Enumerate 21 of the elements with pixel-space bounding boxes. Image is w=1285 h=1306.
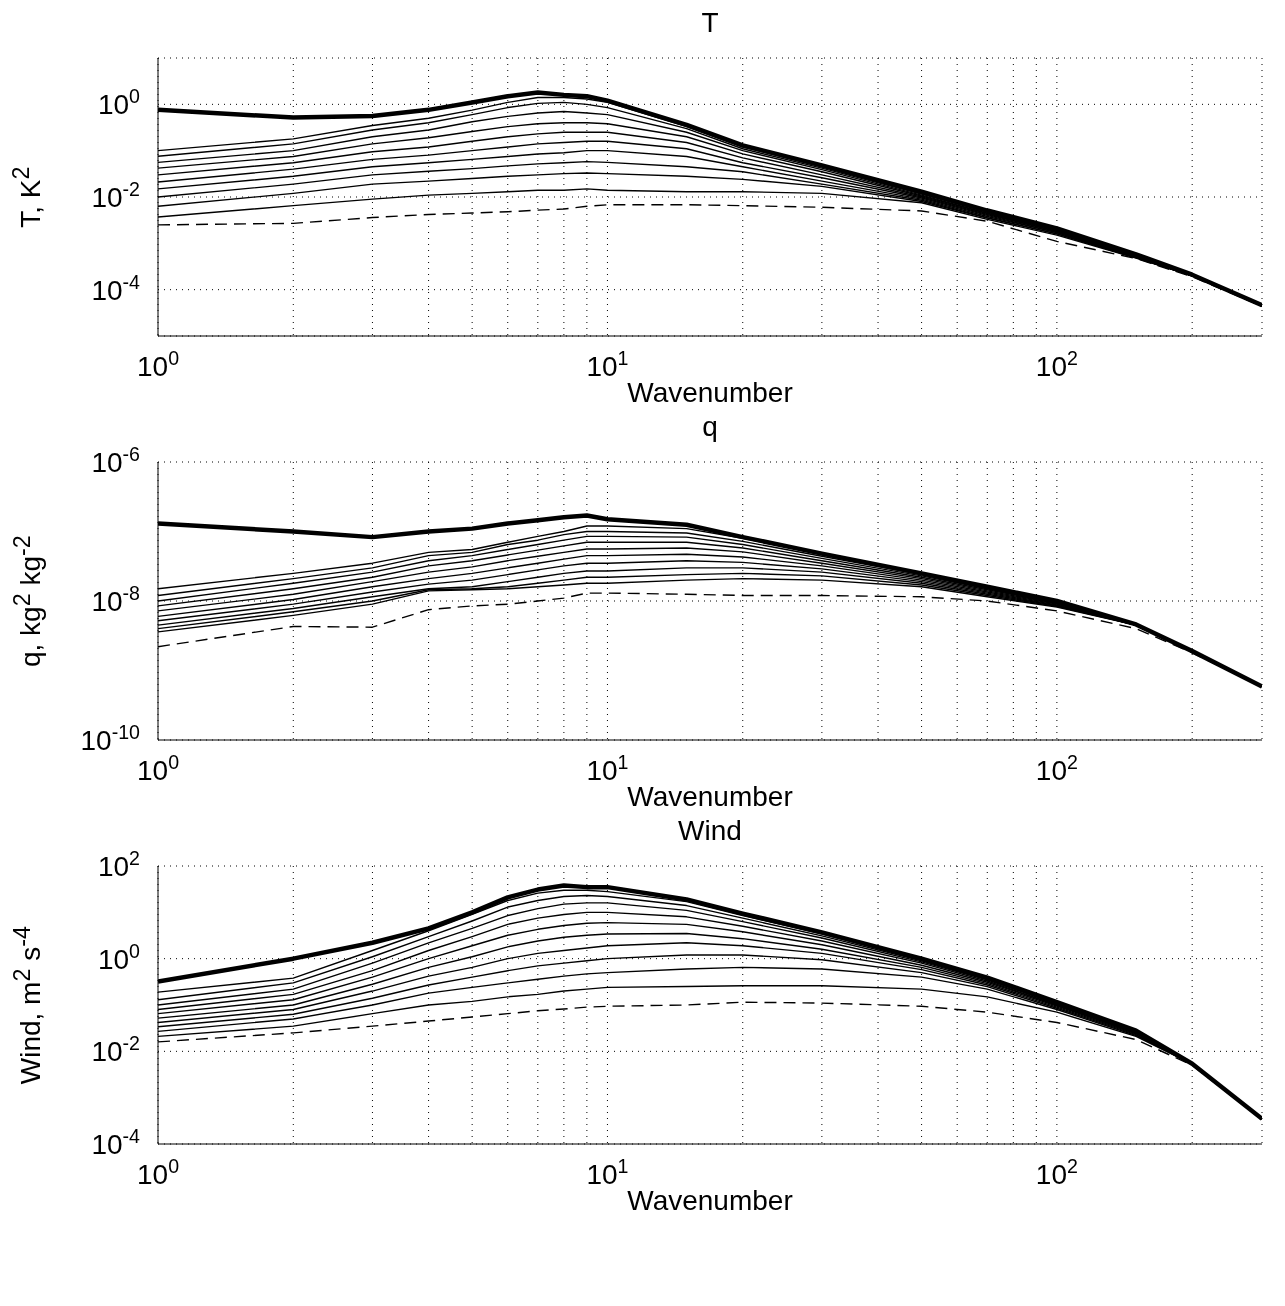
chart-title: T [700, 7, 720, 38]
x-tick-label: 10$^{2}$ [1035, 347, 1078, 382]
x-axis-title: Wavenumber [627, 377, 793, 408]
x-tick-label: 10$^{1}$ [586, 1155, 629, 1190]
x-tick-label: 10$^{1}$ [586, 347, 629, 382]
y-tick-label: 10$^{2}$ [97, 847, 140, 882]
chart-title: q [701, 411, 719, 442]
y-tick-label: 10$^{-6}$ [91, 443, 141, 478]
x-tick-label: 10$^{1}$ [586, 751, 629, 786]
y-tick-label: 10$^{0}$ [97, 939, 141, 975]
x-axis-title: Wavenumber [627, 781, 793, 812]
y-tick-label: 10$^{-8}$ [91, 582, 141, 617]
chart-title: Wind [677, 815, 743, 846]
y-tick-label: 10$^{-4}$ [91, 270, 141, 306]
x-tick-label: 10$^{2}$ [1035, 1155, 1078, 1190]
x-tick-label: 10$^{0}$ [136, 347, 180, 382]
y-tick-label: 10$^{0}$ [97, 85, 141, 121]
x-axis-title: Wavenumber [627, 1185, 793, 1216]
x-tick-label: 10$^{2}$ [1035, 751, 1078, 786]
y-tick-label: 10$^{-2}$ [91, 178, 140, 213]
y-tick-label: 10$^{-2}$ [91, 1032, 140, 1068]
